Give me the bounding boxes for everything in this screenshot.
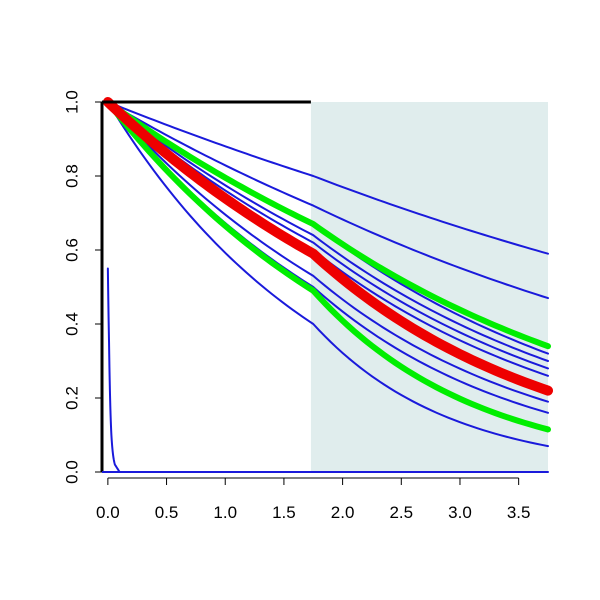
y-tick-label: 0.8: [63, 164, 82, 188]
y-tick-label: 0.6: [63, 238, 82, 262]
x-tick-label: 3.0: [448, 503, 472, 522]
y-tick-label: 0.2: [63, 386, 82, 410]
series-line-4: [106, 101, 549, 362]
x-tick-label: 1.5: [272, 503, 296, 522]
series-line-2: [106, 101, 549, 300]
y-tick-label: 0.0: [63, 460, 82, 484]
series-line-14: [102, 97, 553, 396]
series-layer: [102, 97, 553, 473]
x-tick-label: 0.0: [96, 503, 120, 522]
x-tick-label: 1.0: [213, 503, 237, 522]
series-line-1: [106, 101, 549, 255]
y-tick-label: 1.0: [63, 90, 82, 114]
y-tick-label: 0.4: [63, 312, 82, 336]
series-line-10: [106, 101, 549, 448]
x-tick-label: 0.5: [155, 503, 179, 522]
y-axis: 0.0 0.2 0.4 0.6 0.8 1.0: [63, 90, 102, 484]
x-tick-label: 3.5: [507, 503, 531, 522]
series-line-12: [104, 99, 551, 350]
x-axis: 0.0 0.5 1.0 1.5 2.0 2.5 3.0 3.5: [96, 477, 531, 522]
series-line-8: [106, 101, 549, 403]
series-line-13: [104, 99, 551, 433]
x-tick-label: 2.0: [331, 503, 355, 522]
axes-layer: [100, 100, 548, 473]
x-tick-label: 2.5: [389, 503, 413, 522]
